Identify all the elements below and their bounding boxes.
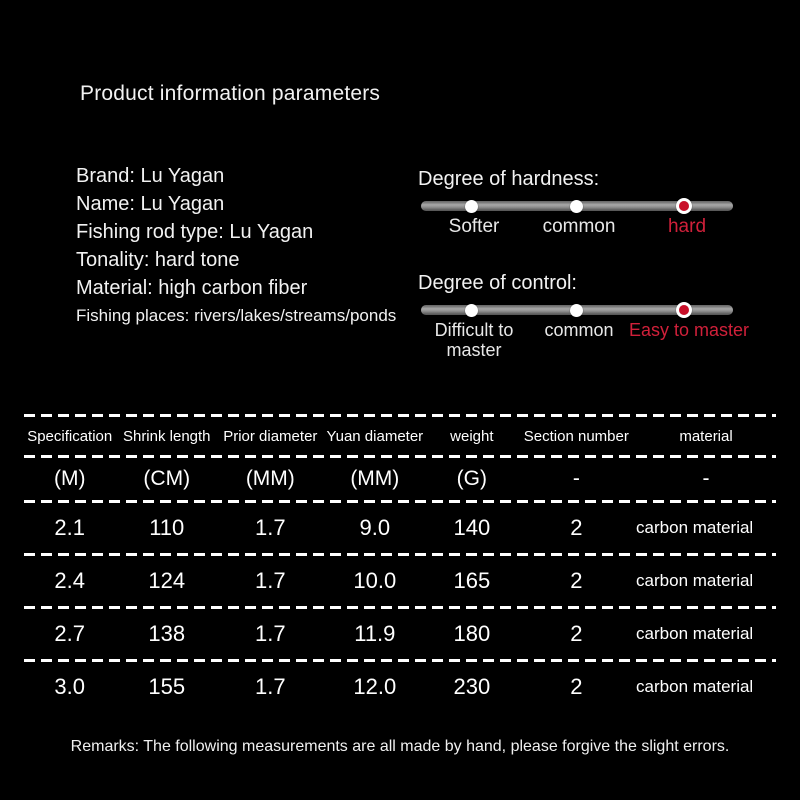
table-row: 3.0 155 1.7 12.0 230 2 carbon material bbox=[24, 662, 776, 712]
cell-yuan-diameter: 9.0 bbox=[359, 515, 391, 540]
control-knob-easy[interactable] bbox=[676, 302, 692, 318]
spec-line-material: Material: high carbon fiber bbox=[76, 277, 308, 299]
table-units-row: (M) (CM) (MM) (MM) (G) - - bbox=[24, 458, 776, 500]
cell-prior-diameter: 1.7 bbox=[255, 674, 286, 699]
cell-section-number: 2 bbox=[570, 515, 583, 540]
spec-line-fishing-places: Fishing places: rivers/lakes/streams/pon… bbox=[76, 306, 397, 325]
control-knob-difficult[interactable] bbox=[464, 303, 478, 317]
control-heading: Degree of control: bbox=[418, 272, 577, 294]
table-unit-yuan-diameter: (MM) bbox=[350, 467, 400, 490]
cell-weight: 140 bbox=[453, 515, 491, 540]
table-unit-material: - bbox=[702, 467, 710, 490]
table-header-row: Specification Shrink length Prior diamet… bbox=[24, 417, 776, 455]
hardness-knob-softer[interactable] bbox=[464, 199, 478, 213]
spec-line-name: Name: Lu Yagan bbox=[76, 193, 225, 215]
hardness-label-common[interactable]: common bbox=[542, 216, 616, 237]
table-header-material: material bbox=[679, 427, 733, 445]
cell-specification: 2.7 bbox=[54, 621, 86, 646]
cell-section-number: 2 bbox=[570, 621, 583, 646]
table-header-shrink-length: Shrink length bbox=[122, 427, 211, 445]
table-divider-top bbox=[24, 414, 776, 417]
cell-material: carbon material bbox=[636, 677, 754, 696]
table-row: 2.1 110 1.7 9.0 140 2 carbon material bbox=[24, 503, 776, 553]
cell-shrink-length: 155 bbox=[148, 674, 186, 699]
cell-prior-diameter: 1.7 bbox=[255, 515, 286, 540]
cell-specification: 2.1 bbox=[54, 515, 86, 540]
page-title: Product information parameters bbox=[80, 82, 381, 105]
cell-section-number: 2 bbox=[570, 568, 583, 593]
cell-weight: 230 bbox=[453, 674, 491, 699]
control-label-common[interactable]: common bbox=[544, 320, 614, 340]
table-row: 2.7 138 1.7 11.9 180 2 carbon material bbox=[24, 609, 776, 659]
hardness-slider[interactable] bbox=[421, 198, 733, 214]
spec-line-tonality: Tonality: hard tone bbox=[76, 249, 240, 271]
control-slider[interactable] bbox=[421, 302, 733, 318]
table-divider-row-2 bbox=[24, 606, 776, 609]
cell-yuan-diameter: 12.0 bbox=[353, 674, 397, 699]
table-unit-specification: (M) bbox=[53, 467, 86, 490]
cell-material: carbon material bbox=[636, 624, 754, 643]
table-unit-shrink-length: (CM) bbox=[143, 467, 191, 490]
remarks-note: Remarks: The following measurements are … bbox=[70, 738, 730, 755]
cell-weight: 180 bbox=[453, 621, 491, 646]
cell-shrink-length: 110 bbox=[149, 515, 185, 540]
table-divider-row-3 bbox=[24, 659, 776, 662]
cell-material: carbon material bbox=[636, 518, 754, 537]
table-divider-units bbox=[24, 500, 776, 503]
specification-list: Brand: Lu Yagan Name: Lu Yagan Fishing r… bbox=[76, 166, 436, 324]
cell-yuan-diameter: 10.0 bbox=[353, 568, 397, 593]
table-unit-weight: (G) bbox=[456, 467, 487, 490]
specification-table: Specification Shrink length Prior diamet… bbox=[24, 414, 776, 712]
hardness-slider-group: Degree of hardness: Softer common hard bbox=[418, 168, 778, 260]
control-slider-group: Degree of control: Difficult to master c… bbox=[418, 272, 778, 364]
table-header-yuan-diameter: Yuan diameter bbox=[326, 427, 424, 445]
cell-shrink-length: 124 bbox=[148, 568, 186, 593]
table-divider-header bbox=[24, 455, 776, 458]
table-header-specification: Specification bbox=[27, 427, 113, 445]
cell-material: carbon material bbox=[636, 571, 754, 590]
cell-prior-diameter: 1.7 bbox=[255, 621, 286, 646]
hardness-slider-labels: Softer common hard bbox=[421, 216, 751, 260]
cell-shrink-length: 138 bbox=[148, 621, 186, 646]
table-unit-prior-diameter: (MM) bbox=[245, 467, 295, 490]
table-header-section-number: Section number bbox=[523, 427, 629, 445]
control-label-easy[interactable]: Easy to master bbox=[628, 320, 750, 340]
control-slider-labels: Difficult to master common Easy to maste… bbox=[421, 320, 751, 364]
table-divider-row-1 bbox=[24, 553, 776, 556]
cell-specification: 2.4 bbox=[54, 568, 86, 593]
cell-prior-diameter: 1.7 bbox=[255, 568, 286, 593]
hardness-heading: Degree of hardness: bbox=[418, 168, 600, 190]
hardness-knob-hard[interactable] bbox=[676, 198, 692, 214]
cell-specification: 3.0 bbox=[54, 674, 86, 699]
spec-line-brand: Brand: Lu Yagan bbox=[76, 165, 225, 187]
hardness-label-softer[interactable]: Softer bbox=[448, 216, 500, 237]
control-label-difficult[interactable]: Difficult to master bbox=[434, 320, 514, 361]
cell-section-number: 2 bbox=[570, 674, 583, 699]
control-knob-common[interactable] bbox=[569, 303, 583, 317]
table-unit-section-number: - bbox=[572, 467, 580, 490]
hardness-knob-common[interactable] bbox=[569, 199, 583, 213]
cell-yuan-diameter: 11.9 bbox=[354, 621, 396, 646]
hardness-label-hard[interactable]: hard bbox=[667, 216, 707, 237]
cell-weight: 165 bbox=[453, 568, 491, 593]
table-header-weight: weight bbox=[450, 427, 494, 445]
table-header-prior-diameter: Prior diameter bbox=[223, 427, 318, 445]
spec-line-rod-type: Fishing rod type: Lu Yagan bbox=[76, 221, 314, 243]
table-row: 2.4 124 1.7 10.0 165 2 carbon material bbox=[24, 556, 776, 606]
